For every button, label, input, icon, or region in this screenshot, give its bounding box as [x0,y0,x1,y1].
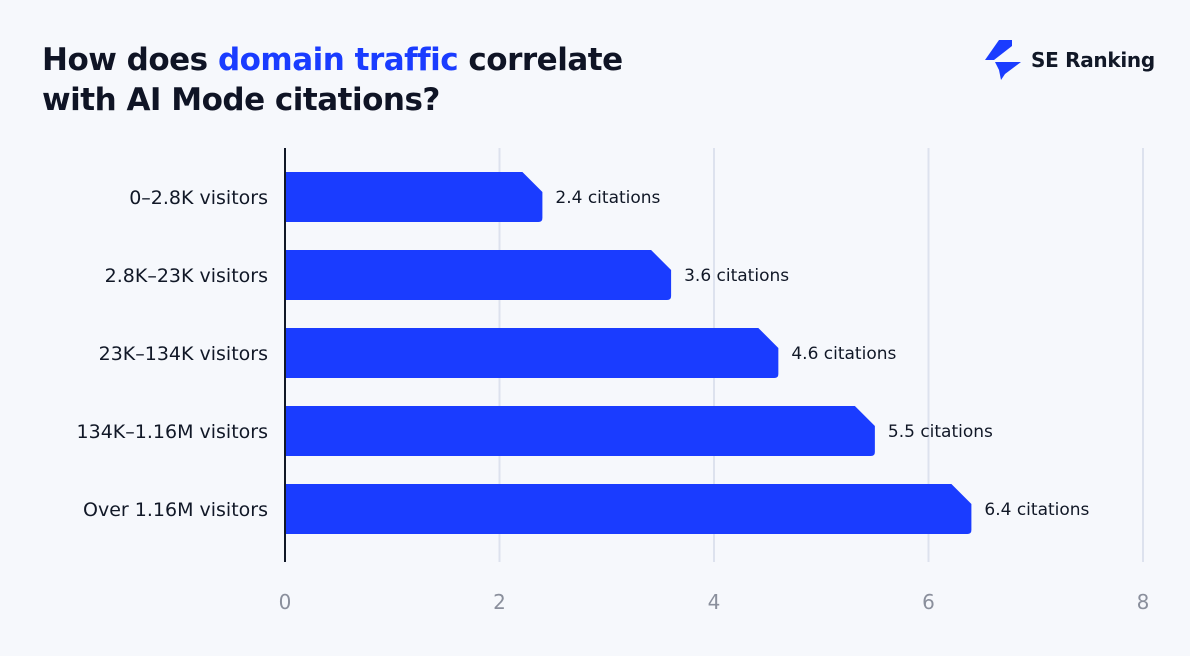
data-label: 2.4 citations [555,188,660,208]
category-label: 0–2.8K visitors [129,187,268,209]
category-label: 134K–1.16M visitors [77,421,268,443]
x-tick-label: 6 [922,590,935,614]
bar [285,406,875,456]
brand-logo: SE Ranking [985,40,1155,80]
x-tick-label: 0 [279,590,292,614]
chart-title: How does domain traffic correlate with AI… [42,42,623,118]
data-label: 4.6 citations [791,344,896,364]
bar [285,328,779,378]
data-label: 5.5 citations [888,422,993,442]
data-label: 6.4 citations [984,500,1089,520]
category-label: 2.8K–23K visitors [105,265,268,287]
category-label: 23K–134K visitors [99,343,268,365]
bar [285,250,672,300]
brand-name: SE Ranking [1031,48,1155,72]
data-label: 3.6 citations [684,266,789,286]
bar [285,484,972,534]
category-label: Over 1.16M visitors [83,499,268,521]
x-tick-label: 2 [493,590,506,614]
x-tick-label: 4 [708,590,721,614]
x-tick-label: 8 [1137,590,1150,614]
bar [285,172,543,222]
lightning-bolt-icon [985,40,1021,80]
